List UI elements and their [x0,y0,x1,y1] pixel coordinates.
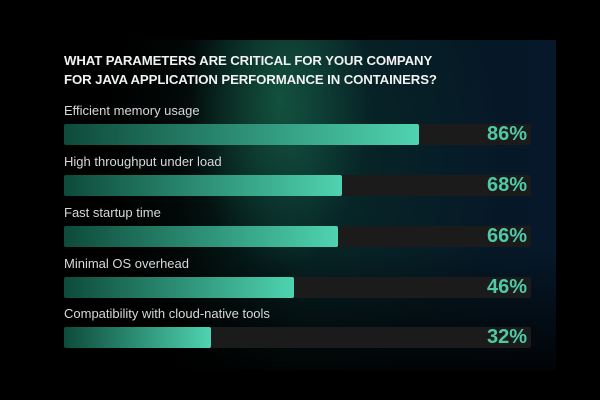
bar-value-throughput: 68% [486,174,527,196]
bar-track-throughput: 68% [64,174,531,196]
row-label-throughput: High throughput under load [64,154,222,169]
bar-fill-memory [64,124,419,145]
row-label-cloud-native: Compatibility with cloud-native tools [64,306,270,321]
bar-fill-throughput [64,175,342,196]
bar-track-cloud-native: 32% [64,326,531,348]
bar-track-startup: 66% [64,225,531,247]
bar-fill-cloud-native [64,327,211,348]
chart-panel [0,40,556,370]
title-line-1: WHAT PARAMETERS ARE CRITICAL FOR YOUR CO… [64,53,433,68]
chart-title: WHAT PARAMETERS ARE CRITICAL FOR YOUR CO… [64,51,524,89]
bar-fill-os-overhead [64,277,295,298]
bar-track-os-overhead: 46% [64,276,531,298]
panel-fade [0,250,556,370]
row-label-memory: Efficient memory usage [64,103,200,118]
row-label-os-overhead: Minimal OS overhead [64,256,189,271]
bar-value-memory: 86% [486,123,527,145]
bar-track-memory: 86% [64,123,531,145]
row-label-startup: Fast startup time [64,205,161,220]
title-line-2: FOR JAVA APPLICATION PERFORMANCE IN CONT… [64,72,437,87]
bar-fill-startup [64,226,339,247]
bar-value-os-overhead: 46% [486,276,527,298]
bar-value-startup: 66% [486,225,527,247]
bar-value-cloud-native: 32% [486,326,527,348]
